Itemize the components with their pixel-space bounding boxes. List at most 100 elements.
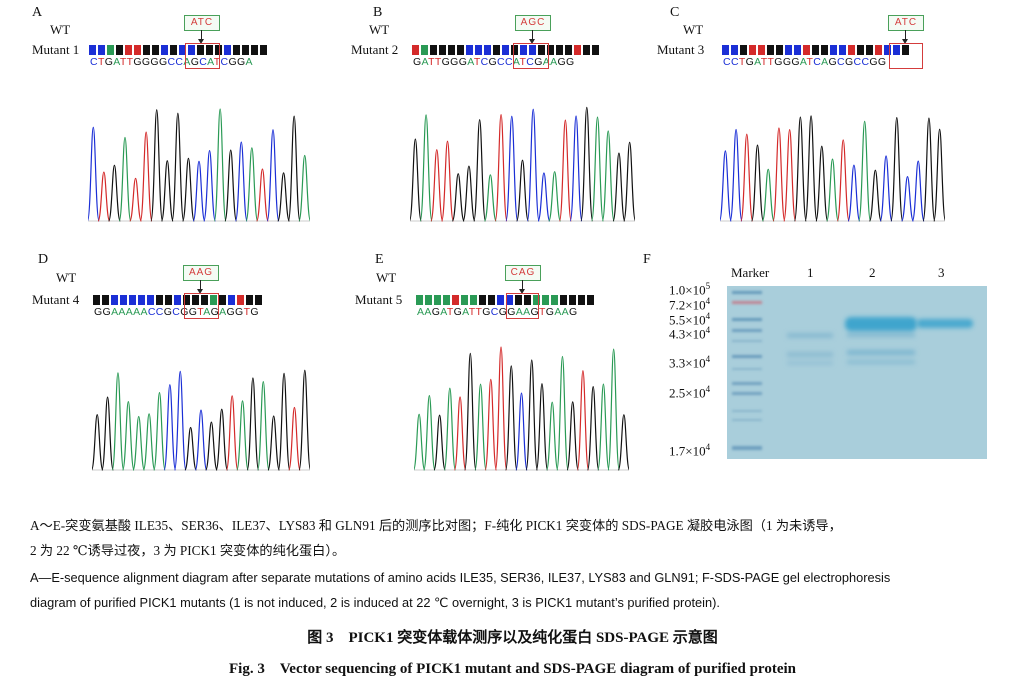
lane-3-bands: [917, 319, 973, 328]
trace-peak: [433, 414, 446, 471]
trace-peak: [569, 115, 583, 222]
base-block: [134, 45, 141, 55]
marker-size-label: 5.5×104: [669, 311, 711, 328]
base-block: [237, 295, 244, 305]
base-block: [260, 45, 267, 55]
base-block: [583, 45, 590, 55]
trace-peak: [494, 346, 508, 471]
base-block: [138, 295, 145, 305]
base-block: [821, 45, 828, 55]
base-block: [506, 295, 513, 305]
trace-peak: [783, 129, 797, 222]
base-color-blocks: [416, 295, 594, 305]
base-block: [430, 45, 437, 55]
trace-peak: [213, 108, 227, 222]
base-block: [120, 295, 127, 305]
trace-peak: [419, 114, 433, 222]
trace-peak: [163, 384, 177, 471]
base-block: [848, 45, 855, 55]
marker-size-label: 1.7×104: [669, 442, 711, 459]
base-block: [475, 45, 482, 55]
base-block: [416, 295, 423, 305]
base-block: [197, 45, 204, 55]
trace-peak: [868, 169, 882, 222]
base-letter: G: [844, 56, 854, 68]
trace-peak: [192, 160, 206, 222]
figure-title-zh: 图 3 PICK1 突变体载体测序以及纯化蛋白 SDS-PAGE 示意图: [307, 630, 718, 646]
trace-peak: [586, 386, 600, 471]
base-block: [461, 295, 468, 305]
base-color-blocks: [722, 45, 909, 55]
trace-peak: [580, 106, 594, 222]
trace-peak: [879, 155, 893, 222]
base-block: [452, 295, 459, 305]
gel-bands: [732, 291, 973, 450]
panel-label: F: [643, 252, 651, 267]
base-block: [803, 45, 810, 55]
base-block: [520, 45, 527, 55]
base-block: [547, 45, 554, 55]
base-letter: A: [561, 306, 570, 318]
base-letter: T: [539, 306, 546, 318]
base-letter: T: [197, 306, 204, 318]
base-letter: A: [754, 56, 761, 68]
base-letter: C: [147, 306, 156, 318]
base-letter: G: [877, 56, 887, 68]
base-letter: G: [745, 56, 755, 68]
base-block: [192, 295, 199, 305]
base-color-blocks: [412, 45, 599, 55]
base-block: [497, 295, 504, 305]
base-letter: G: [163, 306, 173, 318]
arrow-icon: [529, 30, 535, 44]
marker-size-label: 2.5×104: [669, 384, 711, 401]
trace-peak: [277, 372, 291, 471]
trace-peak: [464, 352, 477, 471]
base-block: [201, 295, 208, 305]
trace-peak: [566, 401, 579, 471]
trace-peak: [122, 401, 135, 471]
base-block: [902, 45, 909, 55]
trace-peak: [751, 144, 764, 222]
base-letter: G: [226, 306, 236, 318]
trace-peak: [88, 126, 100, 222]
wt-label: WT: [683, 22, 704, 37]
base-block: [839, 45, 846, 55]
base-letter: G: [488, 56, 498, 68]
base-block: [215, 45, 222, 55]
base-block: [484, 45, 491, 55]
base-letter: G: [235, 306, 244, 318]
trace-peak: [173, 370, 187, 471]
trace-peak: [150, 109, 164, 222]
panel-label: C: [670, 5, 680, 20]
trace-peak: [153, 392, 166, 471]
wt-label: WT: [369, 22, 390, 37]
base-letter: T: [446, 306, 454, 318]
trace-peak: [535, 383, 549, 471]
trace-peak: [911, 160, 925, 222]
base-letter: G: [190, 56, 200, 68]
codon-label: ATC: [184, 15, 220, 31]
trace-peak: [423, 394, 436, 471]
base-letter: G: [534, 56, 543, 68]
base-block: [425, 295, 432, 305]
base-block: [98, 45, 105, 55]
trace-peak: [836, 139, 850, 222]
mutation-box: [513, 43, 549, 69]
base-letter: T: [806, 56, 814, 68]
base-block: [125, 45, 132, 55]
base-block: [156, 295, 163, 305]
base-letter: G: [791, 56, 800, 68]
base-letter: T: [243, 306, 251, 318]
base-letter: G: [782, 56, 792, 68]
lane-1-bands: [787, 333, 833, 365]
figure-title-en: Fig. 3 Vector sequencing of PICK1 mutant…: [229, 661, 796, 677]
base-block: [740, 45, 747, 55]
trace-peak: [414, 413, 426, 471]
base-block: [488, 295, 495, 305]
trace-peak: [182, 157, 195, 222]
arrow-icon: [902, 30, 908, 44]
base-letter: G: [453, 306, 463, 318]
base-block: [457, 45, 464, 55]
trace-peak: [245, 147, 259, 222]
base-letter: A: [523, 306, 531, 318]
